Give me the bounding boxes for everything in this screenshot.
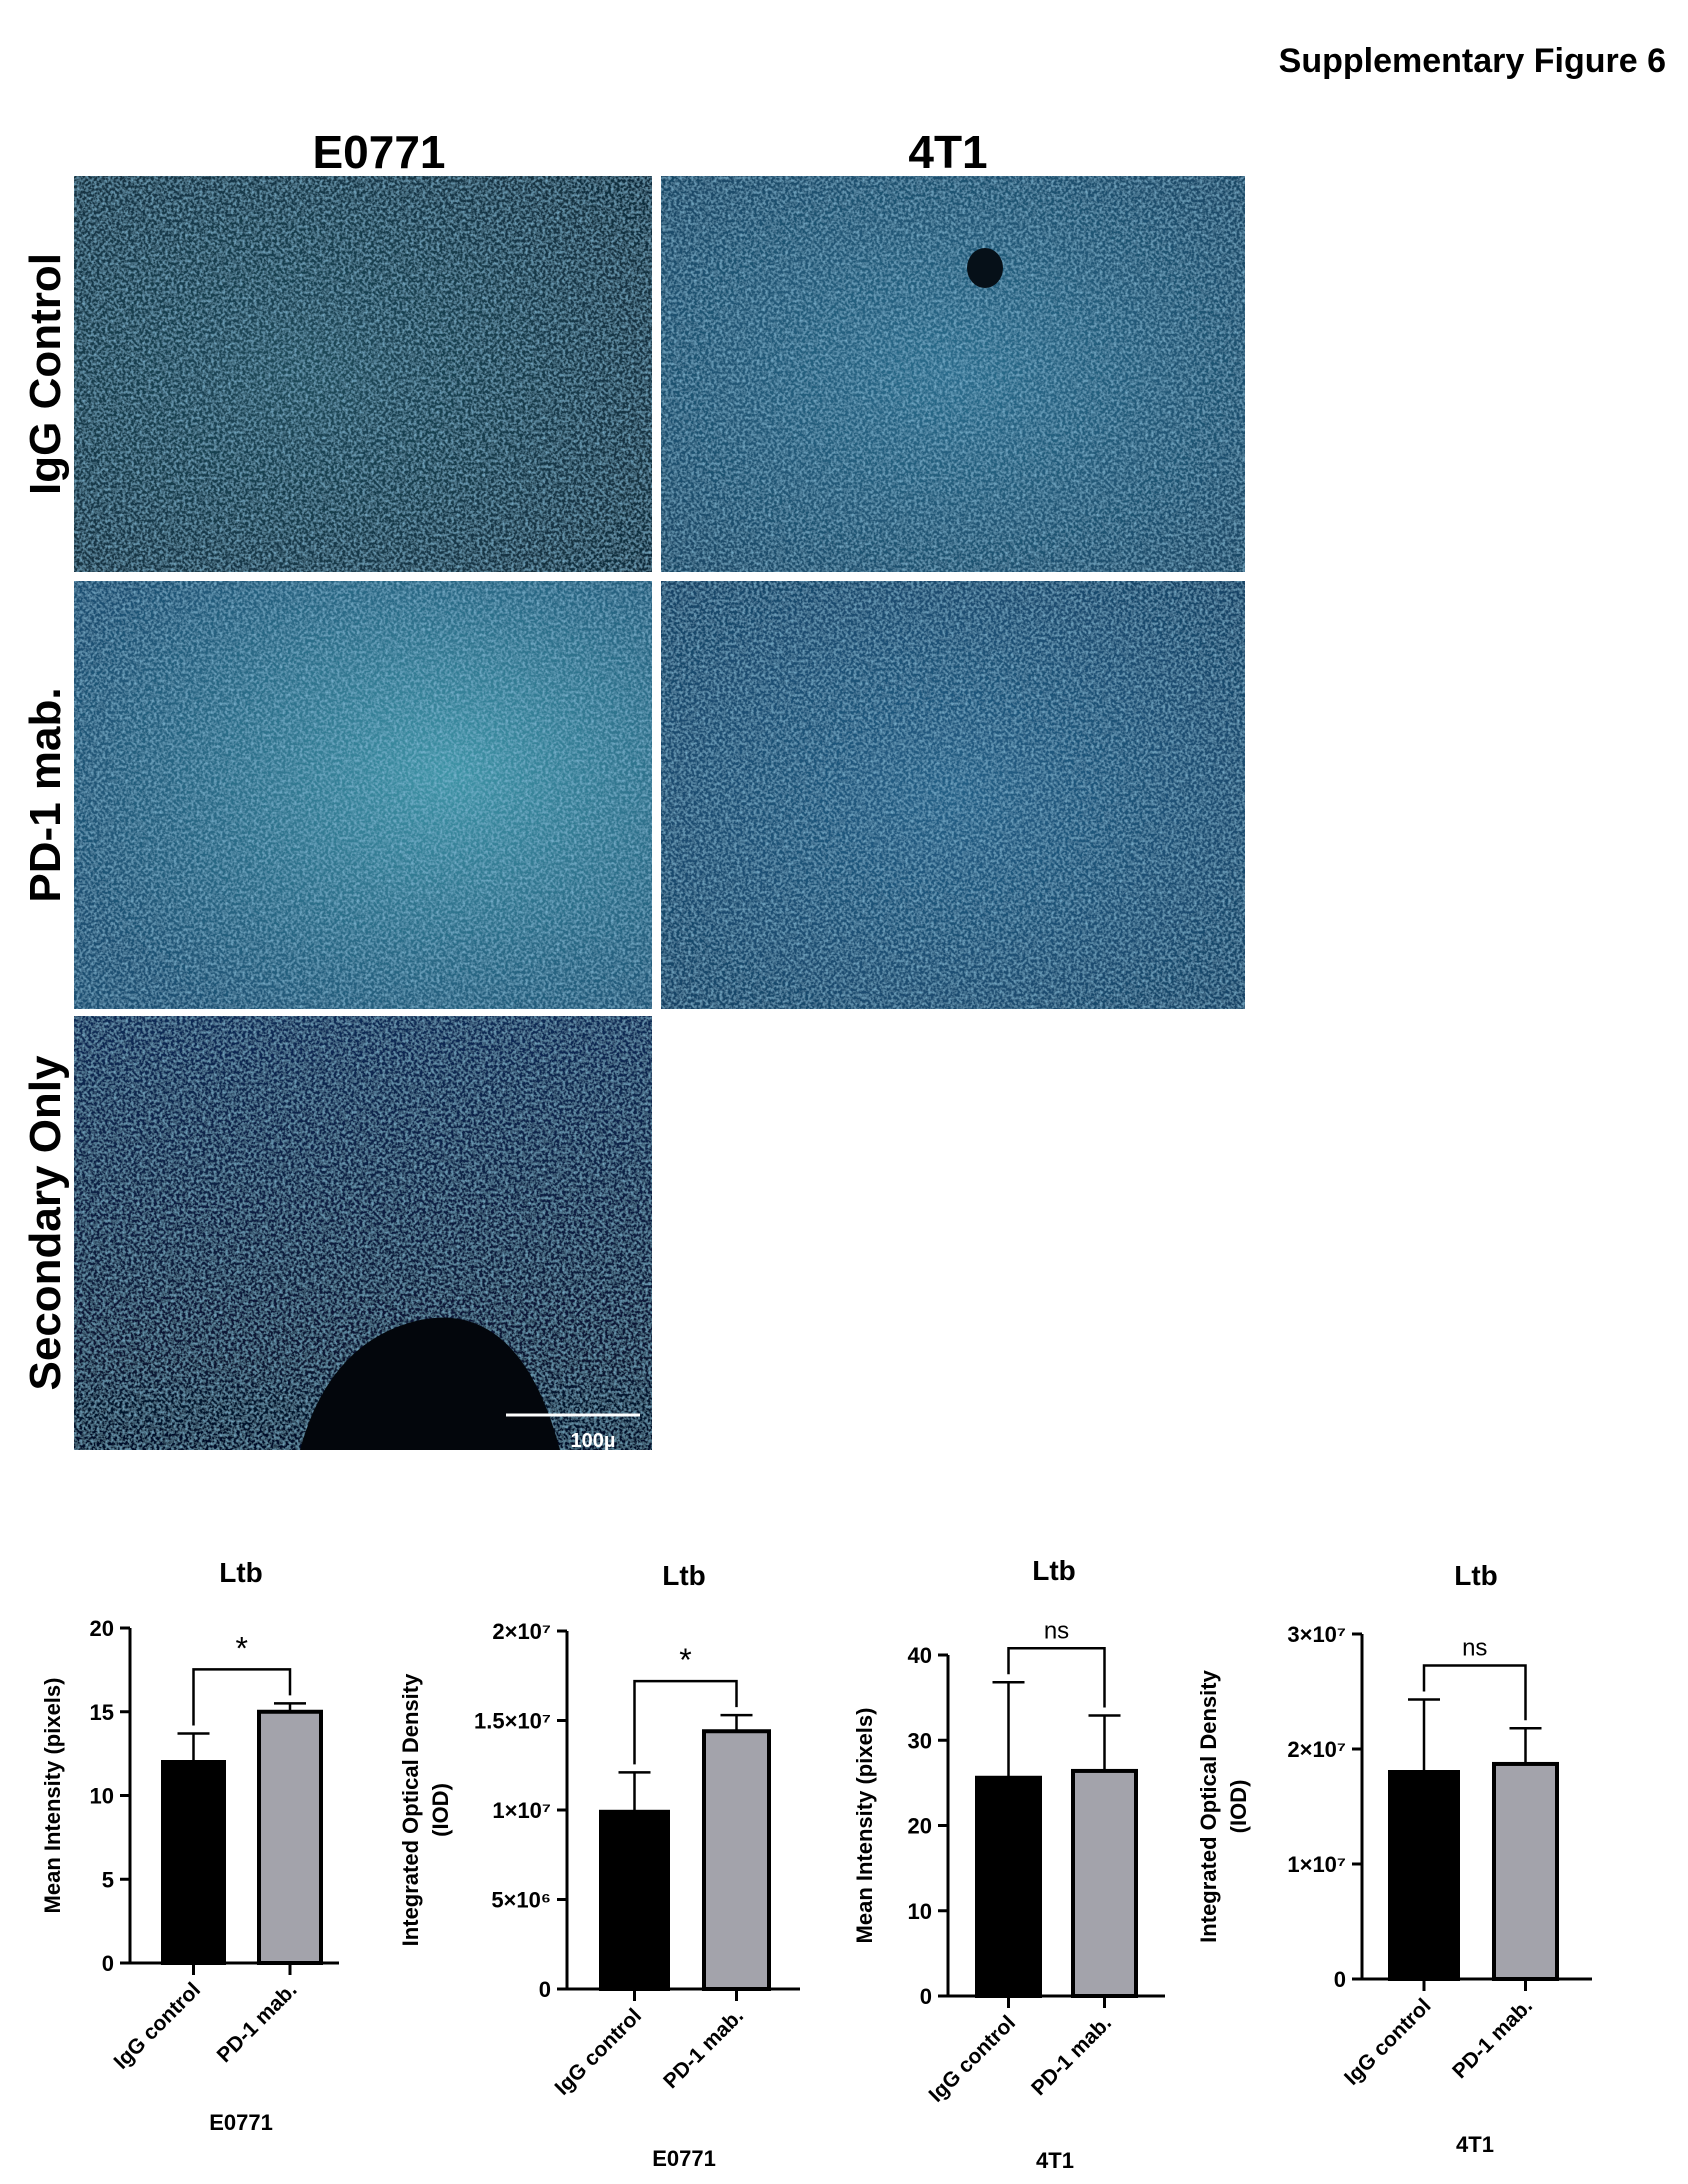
y-axis-label: Integrated Optical Density [1196, 1669, 1221, 1942]
y-tick-label: 3×10⁷ [1287, 1622, 1346, 1647]
x-tick-label: PD-1 mab. [213, 1978, 302, 2067]
significance-label: * [236, 1630, 248, 1666]
bar [1492, 1761, 1559, 1981]
significance-label: * [679, 1642, 691, 1678]
y-tick-label: 0 [920, 1984, 932, 2009]
y-axis-label: Integrated Optical Density [398, 1673, 423, 1946]
bar [599, 1809, 670, 1992]
significance-label: ns [1044, 1617, 1069, 1644]
significance-label: ns [1462, 1635, 1487, 1662]
y-tick-label: 2×10⁷ [492, 1619, 551, 1644]
y-axis-label: Mean Intensity (pixels) [40, 1678, 65, 1914]
x-tick-label: PD-1 mab. [659, 2004, 748, 2093]
bar [702, 1729, 771, 1991]
x-tick-label: PD-1 mab. [1027, 2011, 1116, 2100]
significance-bracket [633, 1679, 738, 1765]
x-tick-label: PD-1 mab. [1448, 1994, 1537, 2083]
micrograph [661, 176, 1245, 572]
bar [1071, 1768, 1138, 1998]
y-tick-label: 0 [1334, 1967, 1346, 1992]
y-tick-label: 20 [90, 1616, 114, 1641]
significance-bracket [1422, 1664, 1527, 1721]
chart-title: Ltb [219, 1557, 263, 1588]
micrograph [74, 581, 652, 1009]
column-label: 4T1 [908, 126, 987, 178]
y-tick-label: 5 [102, 1867, 114, 1892]
y-tick-label: 2×10⁷ [1287, 1737, 1346, 1762]
y-tick-label: 1×10⁷ [492, 1798, 551, 1823]
x-tick-label: IgG control [551, 2004, 646, 2099]
bar [975, 1775, 1042, 1999]
bar [161, 1760, 226, 1965]
row-label: PD-1 mab. [21, 687, 70, 902]
y-tick-label: 5×10⁶ [491, 1888, 551, 1913]
chart-title: Ltb [1032, 1555, 1076, 1586]
y-tick-label: 15 [90, 1700, 114, 1725]
row-label: Secondary Only [21, 1055, 70, 1391]
y-tick-label: 0 [539, 1977, 551, 2002]
y-tick-label: 0 [102, 1951, 114, 1976]
bar [257, 1709, 323, 1965]
micrograph [74, 176, 652, 572]
x-axis-label: 4T1 [1036, 2148, 1074, 2173]
y-tick-label: 10 [90, 1784, 114, 1809]
x-tick-label: IgG control [110, 1978, 205, 2073]
x-axis-label: 4T1 [1456, 2132, 1494, 2157]
chart-title: Ltb [662, 1560, 706, 1591]
bar [1388, 1770, 1460, 1981]
x-axis-label: E0771 [652, 2146, 716, 2171]
y-tick-label: 1×10⁷ [1287, 1852, 1346, 1877]
figure-title: Supplementary Figure 6 [1279, 42, 1666, 80]
y-tick-label: 40 [908, 1643, 932, 1668]
row-label: IgG Control [21, 253, 70, 495]
y-tick-label: 10 [908, 1899, 932, 1924]
y-axis-label: (IOD) [1226, 1780, 1251, 1834]
column-label: E0771 [312, 126, 445, 178]
y-tick-label: 20 [908, 1814, 932, 1839]
y-tick-label: 30 [908, 1728, 932, 1753]
micrograph-detail [300, 1317, 560, 1450]
x-tick-label: IgG control [925, 2011, 1020, 2106]
micrograph-detail [967, 248, 1003, 288]
x-tick-label: IgG control [1340, 1994, 1435, 2089]
y-tick-label: 1.5×10⁷ [474, 1709, 551, 1734]
significance-bracket [192, 1668, 292, 1726]
y-axis-label: (IOD) [428, 1783, 453, 1837]
significance-bracket [1007, 1647, 1106, 1708]
chart-title: Ltb [1454, 1560, 1498, 1591]
y-axis-label: Mean Intensity (pixels) [852, 1708, 877, 1944]
x-axis-label: E0771 [209, 2110, 273, 2135]
scale-bar-label: 100µ [571, 1430, 616, 1452]
micrograph [661, 581, 1245, 1009]
